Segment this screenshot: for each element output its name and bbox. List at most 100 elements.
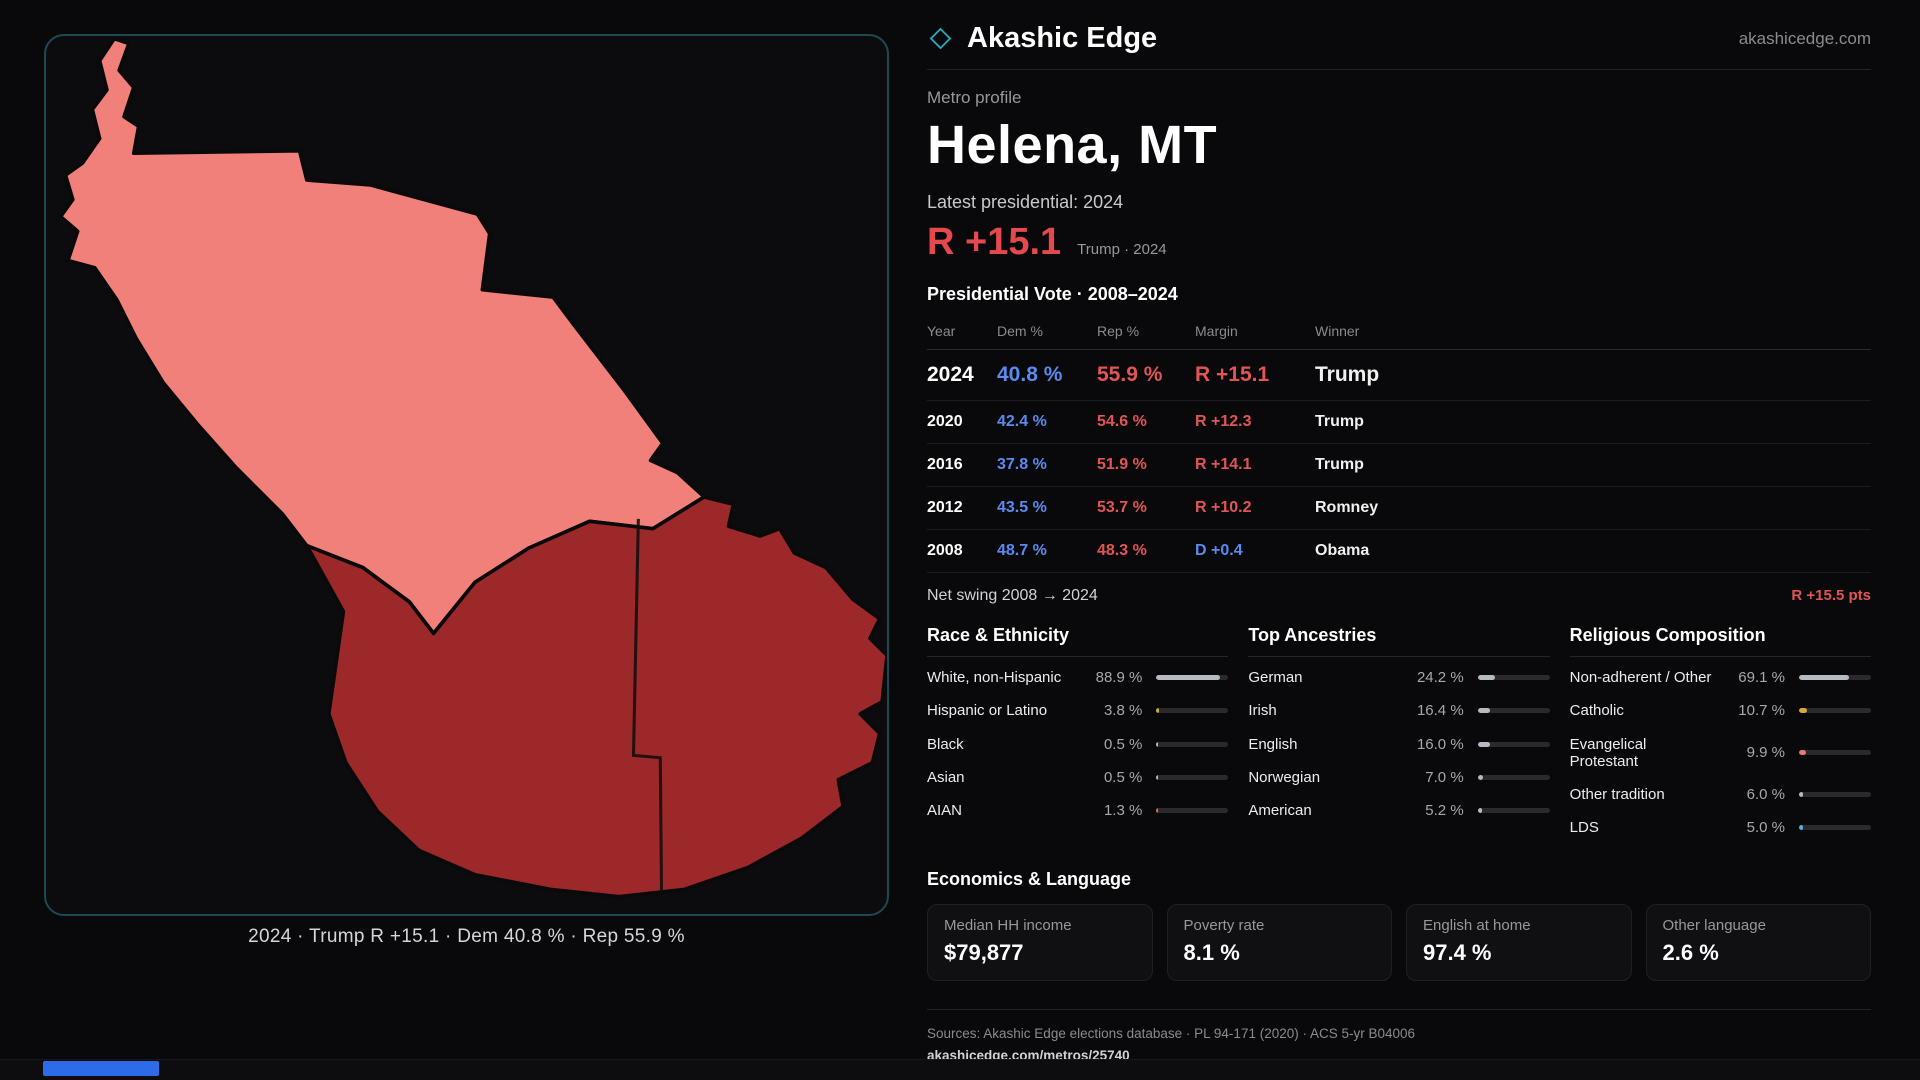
demo-bar-track bbox=[1156, 808, 1229, 814]
demo-label: Asian bbox=[927, 768, 965, 786]
demo-label: Non-adherent / Other bbox=[1569, 669, 1712, 686]
demo-label: AIAN bbox=[927, 802, 963, 819]
stat-card: Poverty rate 8.1 % bbox=[1166, 903, 1392, 981]
vote-margin: R +10.2 bbox=[1195, 499, 1252, 516]
demo-row: Asian 0.5 % bbox=[927, 761, 1229, 794]
demo-label: Other tradition bbox=[1569, 786, 1665, 803]
demo-label: English bbox=[1248, 735, 1298, 753]
demo-value: 16.4 % bbox=[1416, 702, 1464, 720]
vote-winner: Trump bbox=[1315, 413, 1364, 430]
brand-domain-link[interactable]: akashicedge.com bbox=[1738, 28, 1871, 48]
vote-table-row: 2016 37.8 % 51.9 % R +14.1 Trump bbox=[927, 444, 1871, 487]
brand-name: Akashic Edge bbox=[967, 22, 1158, 54]
vote-table-row: 2024 40.8 % 55.9 % R +15.1 Trump bbox=[927, 350, 1871, 401]
metro-profile-panel: Akashic Edge akashicedge.com Metro profi… bbox=[927, 22, 1871, 1063]
demo-bar-fill bbox=[1799, 825, 1803, 831]
demo-bar-track bbox=[1477, 675, 1550, 681]
demo-row: Black 0.5 % bbox=[927, 728, 1229, 761]
vote-year: 2008 bbox=[927, 542, 963, 559]
stat-card: English at home 97.4 % bbox=[1406, 903, 1632, 981]
demo-label: German bbox=[1248, 669, 1303, 686]
demo-row: Non-adherent / Other 69.1 % bbox=[1570, 661, 1871, 694]
stat-value: 97.4 % bbox=[1423, 939, 1492, 965]
vote-winner: Trump bbox=[1315, 456, 1364, 473]
vote-table-body: 2024 40.8 % 55.9 % R +15.1 Trump 2020 42.4 % 54… bbox=[927, 350, 1871, 573]
demo-label: LDS bbox=[1569, 819, 1599, 837]
vote-dem-pct: 42.4 % bbox=[997, 413, 1047, 430]
demo-value: 1.3 % bbox=[1103, 802, 1143, 820]
demo-label: Black bbox=[927, 735, 964, 753]
vote-table-title: Presidential Vote · 2008–2024 bbox=[927, 284, 1178, 304]
col-winner: Winner bbox=[1315, 323, 1360, 339]
demo-row: Evangelical Protestant 9.9 % bbox=[1570, 728, 1871, 779]
demo-column-title: Race & Ethnicity bbox=[927, 625, 1229, 657]
demo-bar-fill bbox=[1477, 708, 1490, 714]
demo-label: American bbox=[1248, 802, 1312, 819]
bottom-bar-blue-segment[interactable] bbox=[43, 1061, 159, 1076]
demo-bar-fill bbox=[1477, 675, 1495, 681]
demo-value: 5.2 % bbox=[1425, 802, 1464, 820]
permalink[interactable]: akashicedge.com/metros/25740 bbox=[927, 1047, 1130, 1063]
latest-election-label: Latest presidential: 2024 bbox=[927, 192, 1124, 212]
vote-table: Year Dem % Rep % Margin Winner 2024 40.8 … bbox=[927, 315, 1871, 573]
col-margin: Margin bbox=[1195, 323, 1238, 339]
vote-table-row: 2008 48.7 % 48.3 % D +0.4 Obama bbox=[927, 530, 1871, 573]
demo-bar-track bbox=[1156, 774, 1229, 780]
demo-bar-track bbox=[1156, 675, 1229, 681]
headline-margin-note: Trump · 2024 bbox=[1077, 241, 1167, 258]
stat-label: Median HH income bbox=[944, 916, 1072, 934]
vote-dem-pct: 48.7 % bbox=[997, 542, 1047, 559]
demo-bar-track bbox=[1799, 750, 1871, 756]
bottom-bar bbox=[0, 1059, 1920, 1080]
demo-column-title: Religious Composition bbox=[1569, 625, 1871, 657]
sources-note: Sources: Akashic Edge elections database… bbox=[927, 1025, 1416, 1041]
vote-table-header: Year Dem % Rep % Margin Winner bbox=[927, 315, 1871, 350]
demo-value: 3.8 % bbox=[1103, 702, 1143, 720]
vote-winner: Obama bbox=[1315, 542, 1370, 559]
demo-value: 24.2 % bbox=[1416, 669, 1464, 687]
diamond-logo-icon bbox=[929, 27, 952, 50]
net-swing-row: Net swing 2008 → 2024 R +15.5 pts bbox=[927, 573, 1871, 605]
demo-bar-track bbox=[1477, 808, 1550, 814]
demographics: Race & Ethnicity White, non-Hispanic 88.9 … bbox=[927, 625, 1871, 845]
demo-bar-fill bbox=[1799, 708, 1807, 714]
economics-cards: Median HH income $79,877 Poverty rate 8.1 %… bbox=[927, 903, 1871, 981]
vote-year: 2024 bbox=[927, 363, 974, 386]
demo-bar-track bbox=[1156, 708, 1229, 714]
demo-row: American 5.2 % bbox=[1248, 794, 1550, 827]
county-map bbox=[58, 36, 887, 899]
demo-label: Irish bbox=[1248, 702, 1277, 720]
demo-bar-track bbox=[1477, 774, 1550, 780]
vote-rep-pct: 53.7 % bbox=[1097, 499, 1147, 516]
net-swing-value: R +15.5 pts bbox=[1791, 587, 1871, 604]
vote-rep-pct: 54.6 % bbox=[1097, 413, 1147, 430]
stat-value: $79,877 bbox=[944, 939, 1024, 965]
vote-winner: Trump bbox=[1315, 363, 1380, 386]
col-rep: Rep % bbox=[1097, 323, 1140, 339]
headline-margin-value: R +15.1 bbox=[927, 221, 1062, 263]
map-panel bbox=[44, 34, 889, 916]
demo-bar-fill bbox=[1477, 741, 1490, 747]
vote-winner: Romney bbox=[1315, 499, 1379, 516]
demo-column: Religious Composition Non-adherent / Othe… bbox=[1569, 625, 1871, 845]
brand: Akashic Edge bbox=[927, 22, 1157, 55]
demo-row: Hispanic or Latino 3.8 % bbox=[927, 694, 1229, 727]
demo-bar-track bbox=[1477, 741, 1550, 747]
economics-title: Economics & Language bbox=[927, 868, 1132, 889]
demo-row: English 16.0 % bbox=[1248, 728, 1550, 761]
demo-bar-track bbox=[1156, 741, 1229, 747]
demo-bar-fill bbox=[1156, 708, 1160, 714]
vote-margin: D +0.4 bbox=[1195, 542, 1243, 559]
demo-value: 69.1 % bbox=[1738, 669, 1785, 687]
demo-value: 6.0 % bbox=[1746, 786, 1785, 804]
demo-bar-fill bbox=[1477, 774, 1483, 780]
demo-bar-fill bbox=[1156, 675, 1221, 681]
vote-margin: R +12.3 bbox=[1195, 413, 1252, 430]
demo-bar-fill bbox=[1156, 808, 1159, 814]
county-shape-dark[interactable] bbox=[305, 495, 887, 899]
col-dem: Dem % bbox=[997, 323, 1043, 339]
demo-bar-track bbox=[1799, 792, 1871, 798]
net-swing-label: Net swing 2008 → 2024 bbox=[927, 587, 1098, 604]
demo-bar-fill bbox=[1799, 675, 1849, 681]
vote-table-row: 2012 43.5 % 53.7 % R +10.2 Romney bbox=[927, 487, 1871, 530]
